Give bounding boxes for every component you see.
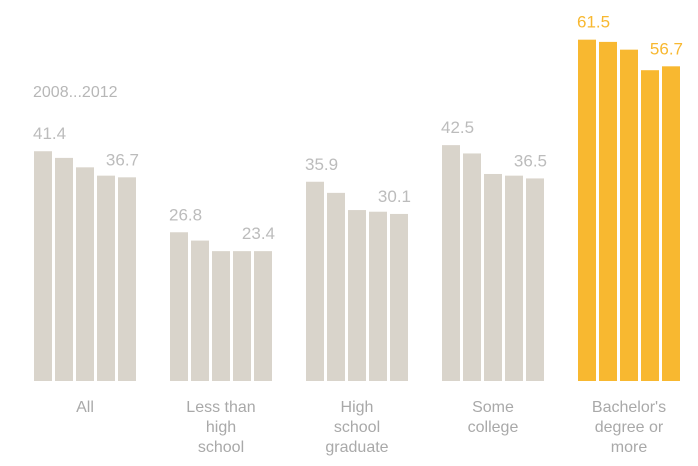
bar-some-college-2012 [526,178,544,381]
bar-bachelor-s-degree-or-more-2010 [620,49,638,381]
bar-some-college-2009 [463,153,481,381]
value-label-bachelor-s-degree-or-more-first: 61.5 [577,13,610,32]
value-label-all-first: 41.4 [33,124,66,143]
value-label-bachelor-s-degree-or-more-last: 56.7 [650,39,683,58]
value-label-less-than-high-school-last: 23.4 [242,224,275,243]
bar-some-college-2008 [442,145,460,381]
bar-bachelor-s-degree-or-more-2012 [662,66,680,381]
bar-high-school-graduate-2010 [348,210,366,381]
bar-bachelor-s-degree-or-more-2008 [578,39,596,382]
value-label-high-school-graduate-last: 30.1 [378,187,411,206]
bar-all-2010 [76,167,94,381]
bar-bachelor-s-degree-or-more-2011 [641,70,659,381]
bars-layer [34,39,680,382]
value-label-high-school-graduate-first: 35.9 [305,155,338,174]
bar-less-than-high-school-2009 [191,240,209,381]
bar-less-than-high-school-2012 [254,251,272,381]
bar-some-college-2010 [484,173,502,381]
bar-less-than-high-school-2008 [170,232,188,381]
category-label-bachelor-s-degree-or-more: Bachelor's degree or more [592,399,666,456]
bar-all-2012 [118,177,136,381]
bar-bachelor-s-degree-or-more-2009 [599,41,617,382]
bar-less-than-high-school-2011 [233,251,251,381]
value-label-some-college-last: 36.5 [514,151,547,170]
category-label-some-college: Some college [468,399,519,436]
category-label-less-than-high-school: Less than high school [186,399,255,456]
category-label-all: All [76,399,94,416]
bar-all-2008 [34,151,52,381]
bar-all-2011 [97,175,115,381]
value-label-some-college-first: 42.5 [441,118,474,137]
bar-high-school-graduate-2009 [327,192,345,381]
bar-high-school-graduate-2008 [306,181,324,381]
bar-all-2009 [55,157,73,381]
bar-some-college-2011 [505,175,523,381]
value-label-all-last: 36.7 [106,150,139,169]
series-range-label: 2008...2012 [33,84,118,101]
category-label-high-school-graduate: High school graduate [325,399,388,456]
bar-high-school-graduate-2011 [369,211,387,381]
bar-less-than-high-school-2010 [212,251,230,381]
bar-high-school-graduate-2012 [390,213,408,381]
labels-layer: 41.4 36.7 All 26.8 23.4 Less than high school 35… [33,13,683,456]
value-label-less-than-high-school-first: 26.8 [169,205,202,224]
